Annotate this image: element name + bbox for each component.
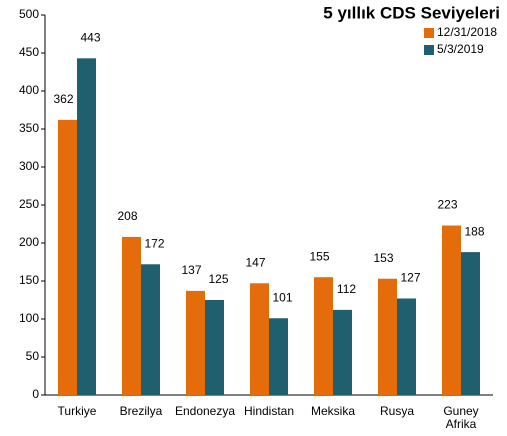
chart-title: 5 yıllık CDS Seviyeleri [323,3,500,22]
legend-label: 12/31/2018 [437,25,497,39]
x-tick-label: Endonezya [174,404,236,418]
value-label: 125 [208,272,228,286]
bar [122,236,141,395]
bar [397,298,416,395]
value-label: 153 [373,251,393,265]
bar [269,318,288,395]
bar [461,252,480,395]
y-tick-label: 50 [26,349,40,363]
y-tick-label: 500 [19,7,39,21]
bar [77,58,96,395]
legend-label: 5/3/2019 [437,42,484,56]
x-tick-label: Guney Afrika [443,404,479,431]
bar [333,309,352,395]
y-tick-label: 400 [19,83,39,97]
value-label: 188 [464,224,484,238]
bar [141,264,160,395]
bar [205,300,224,395]
y-tick-label: 150 [19,273,39,287]
x-tick-label: Meksika [310,404,355,418]
bar [250,283,269,395]
value-label: 127 [400,271,420,285]
value-label: 443 [80,30,100,44]
y-tick-label: 200 [19,235,39,249]
x-tick-label: Turkiye [57,404,97,418]
x-tick-label: Rusya [379,404,414,418]
bar [186,290,205,395]
legend-swatch [424,45,434,55]
value-label: 223 [437,198,457,212]
y-tick-label: 450 [19,45,39,59]
x-tick-label: Hindistan [243,404,295,418]
bar [378,278,397,395]
value-label: 155 [309,249,329,263]
y-tick-label: 300 [19,159,39,173]
bar [314,277,333,395]
value-label: 208 [117,209,137,223]
legend-swatch [424,28,434,38]
value-label: 172 [144,236,164,250]
value-label: 137 [181,263,201,277]
value-label: 101 [272,290,292,304]
value-label: 362 [53,92,73,106]
y-tick-label: 350 [19,121,39,135]
value-label: 112 [337,282,356,296]
x-tick-label: Brezilya [119,404,163,418]
y-tick-label: 250 [19,197,39,211]
bar [58,119,77,395]
y-tick-label: 100 [19,311,39,325]
bar [442,225,461,395]
y-tick-label: 0 [32,387,39,401]
value-label: 147 [245,255,265,269]
